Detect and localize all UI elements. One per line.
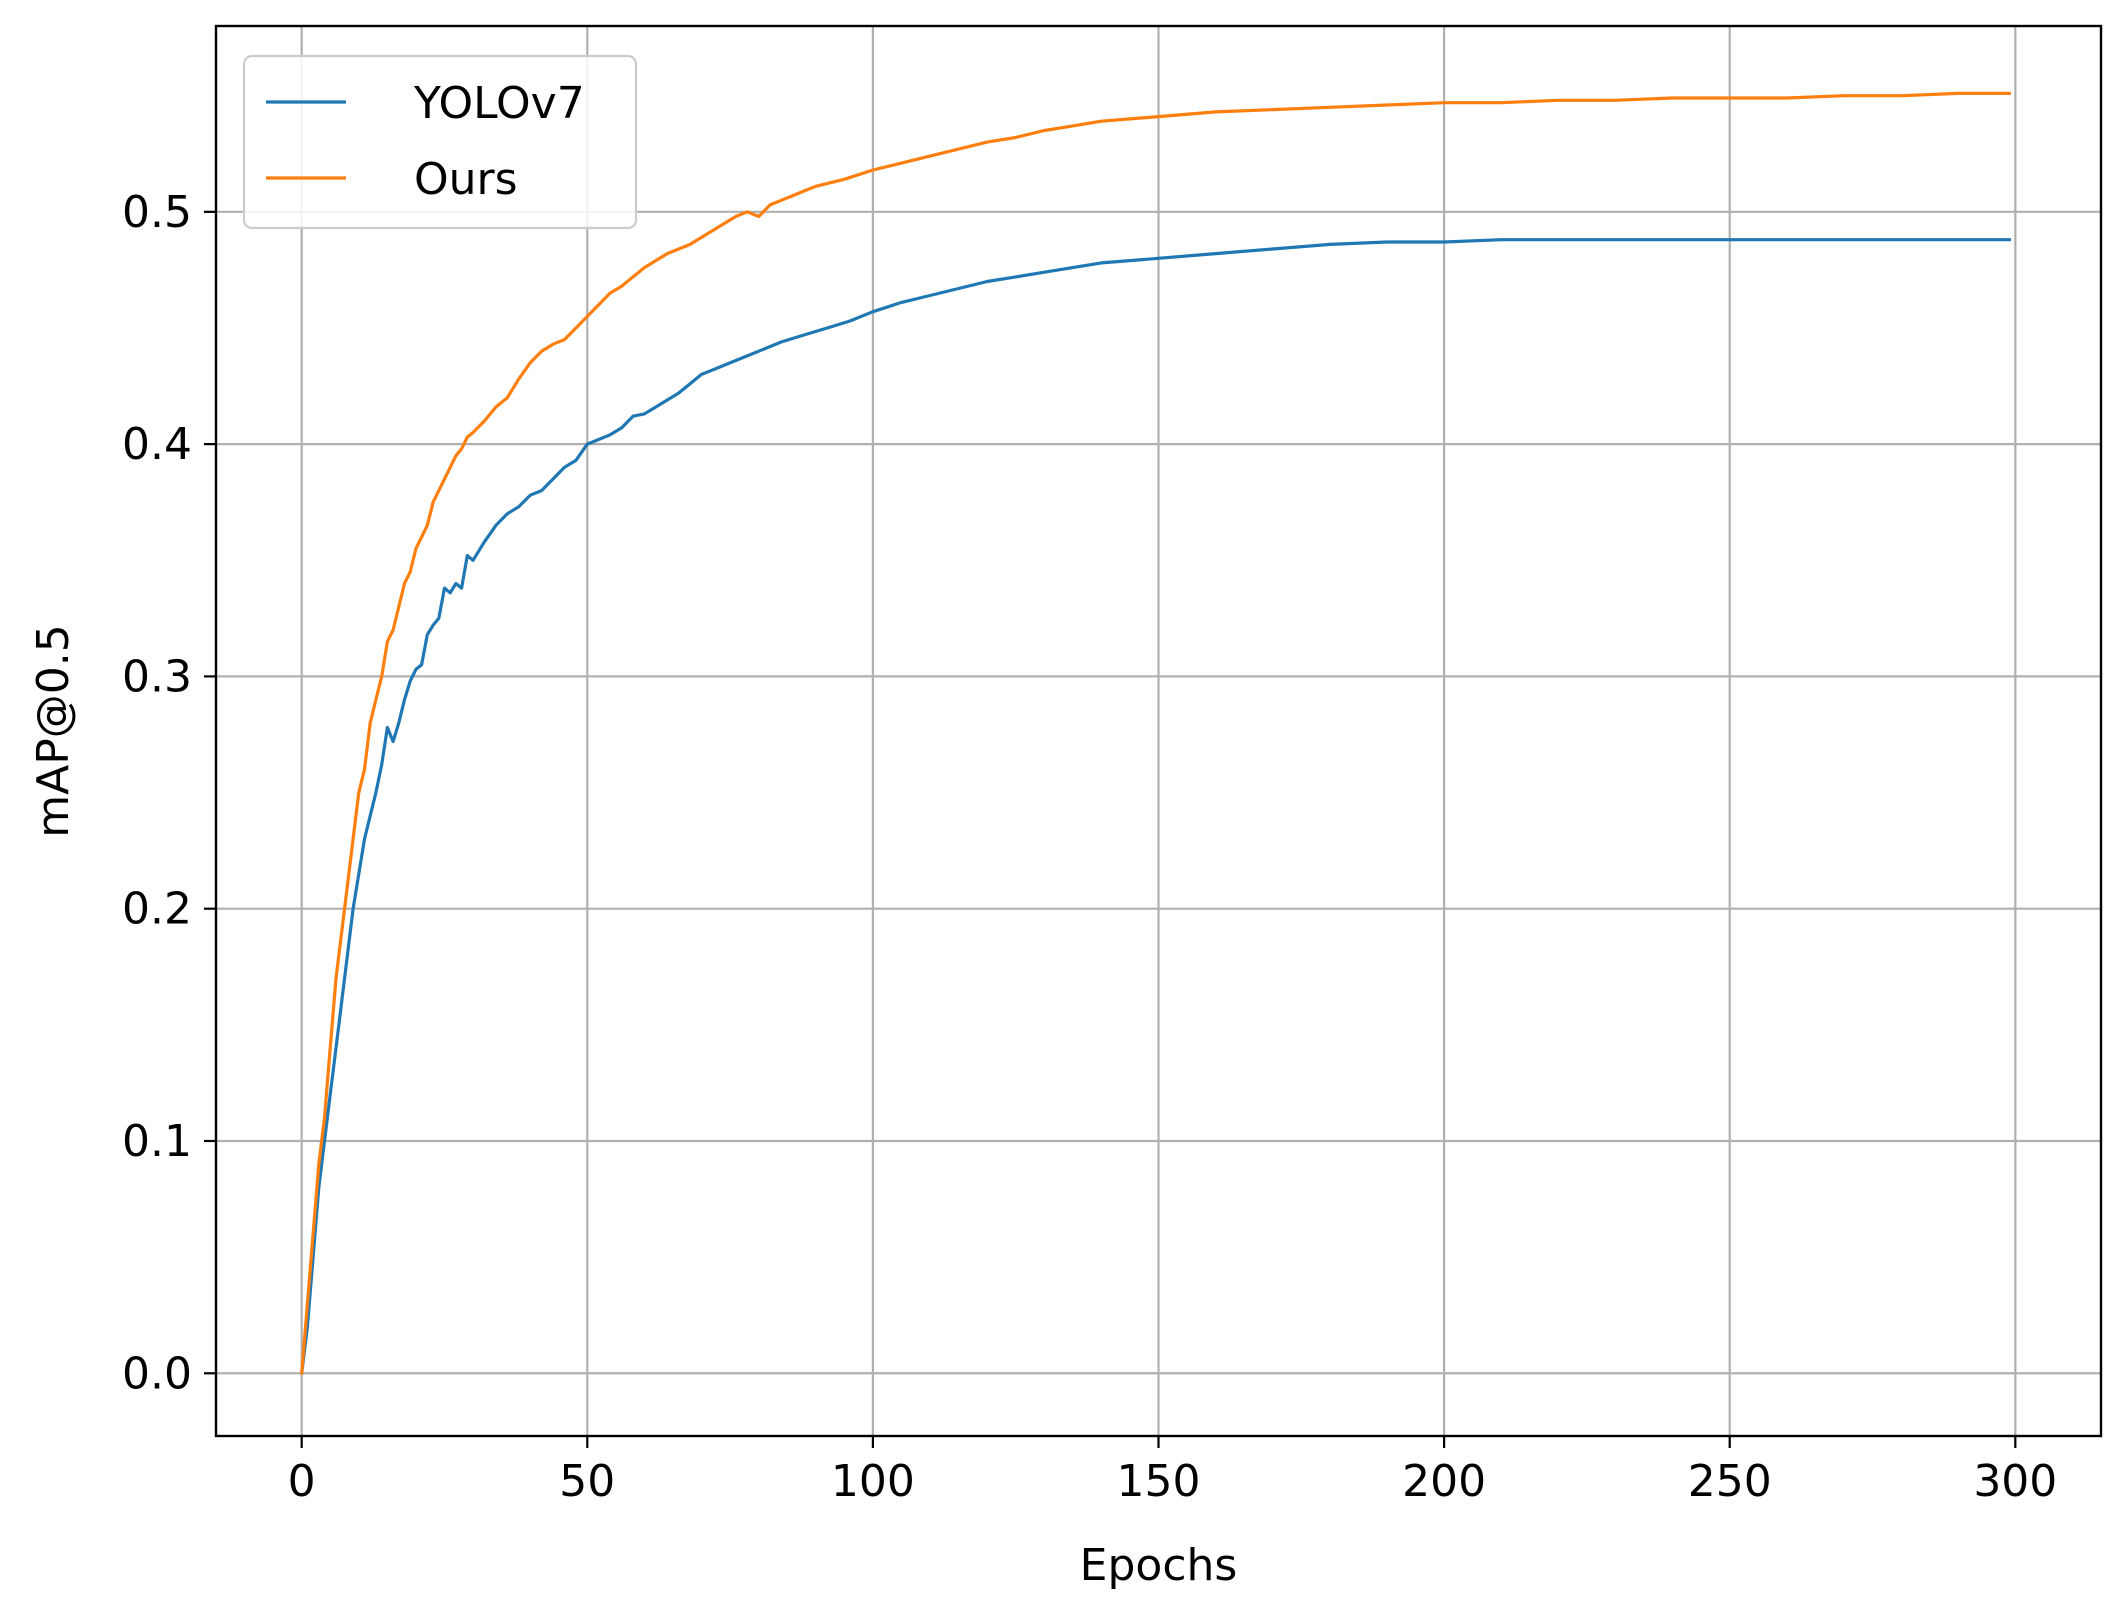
legend-label: Ours xyxy=(414,154,518,205)
series-lines xyxy=(300,91,2012,1375)
x-axis-label: Epochs xyxy=(1080,1540,1238,1591)
legend: YOLOv7 Ours xyxy=(242,54,638,230)
series-line-yolov7 xyxy=(300,238,2012,1375)
y-tick-label: 0.0 xyxy=(122,1348,192,1399)
x-tick-label: 150 xyxy=(1117,1456,1201,1507)
y-tick-label: 0.2 xyxy=(122,884,192,935)
y-tick-label: 0.4 xyxy=(122,419,192,470)
grid xyxy=(216,26,2101,1436)
x-tick-label: 50 xyxy=(559,1456,615,1507)
x-tick-label: 250 xyxy=(1688,1456,1772,1507)
x-tick-label: 100 xyxy=(831,1456,915,1507)
y-axis-label: mAP@0.5 xyxy=(28,624,79,837)
legend-label: YOLOv7 xyxy=(413,78,585,129)
y-tick-label: 0.3 xyxy=(122,651,192,702)
y-tick-label: 0.5 xyxy=(122,187,192,238)
x-tick-label: 200 xyxy=(1402,1456,1486,1507)
legend-box xyxy=(242,54,638,230)
axis-ticks: 0 50 100 150 200 250 300 0.0 0.1 0.2 0.3 0.4 0.5 xyxy=(122,187,2057,1507)
y-tick-label: 0.1 xyxy=(122,1116,192,1167)
x-tick-label: 300 xyxy=(1973,1456,2057,1507)
series-line-ours xyxy=(300,91,2012,1375)
x-tick-label: 0 xyxy=(288,1456,316,1507)
